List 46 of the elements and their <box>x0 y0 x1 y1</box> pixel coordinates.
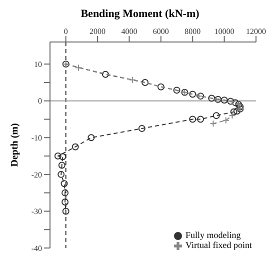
x-tick-label: 2000 <box>90 27 106 36</box>
point <box>233 108 240 115</box>
point <box>212 112 220 120</box>
point <box>173 86 180 94</box>
x-tick-label: 10000 <box>214 27 234 36</box>
x-tick-label: 6000 <box>152 27 169 36</box>
x-tick-label: 0 <box>64 27 68 36</box>
point <box>62 189 69 196</box>
point <box>157 83 164 90</box>
chart-title: Bending Moment (kN-m) <box>80 8 200 22</box>
legend-label: Fully modeling <box>186 230 241 240</box>
y-tick-label: 10 <box>34 60 42 69</box>
point <box>128 76 136 84</box>
x-tick-label: 8000 <box>184 27 201 36</box>
point <box>228 112 236 120</box>
point <box>75 64 82 72</box>
point <box>58 162 66 169</box>
y-tick-label: -10 <box>31 133 42 142</box>
y-tick-label: 0 <box>38 96 42 106</box>
point <box>189 90 196 98</box>
point <box>88 134 95 142</box>
point <box>189 116 196 123</box>
point <box>208 94 216 102</box>
point <box>58 170 65 178</box>
point <box>197 116 204 123</box>
x-tick-label: 4000 <box>121 27 138 36</box>
point <box>72 143 79 150</box>
y-tick-label: -30 <box>31 207 42 216</box>
point <box>210 120 217 128</box>
point <box>142 78 149 86</box>
point <box>62 208 70 215</box>
point <box>59 153 66 160</box>
point <box>232 99 239 106</box>
point <box>62 198 69 206</box>
point <box>54 152 62 160</box>
point <box>60 180 68 188</box>
point <box>230 108 238 116</box>
point <box>138 124 146 132</box>
y-axis-title: Depth (m) <box>10 123 21 167</box>
legend-label: Virtual fixed point <box>186 240 252 250</box>
y-tick-label: -20 <box>31 170 42 180</box>
point <box>222 116 230 124</box>
y-tick-label: -40 <box>31 244 42 253</box>
point <box>220 96 228 104</box>
point <box>102 70 109 78</box>
x-tick-label: 12000 <box>246 27 266 36</box>
